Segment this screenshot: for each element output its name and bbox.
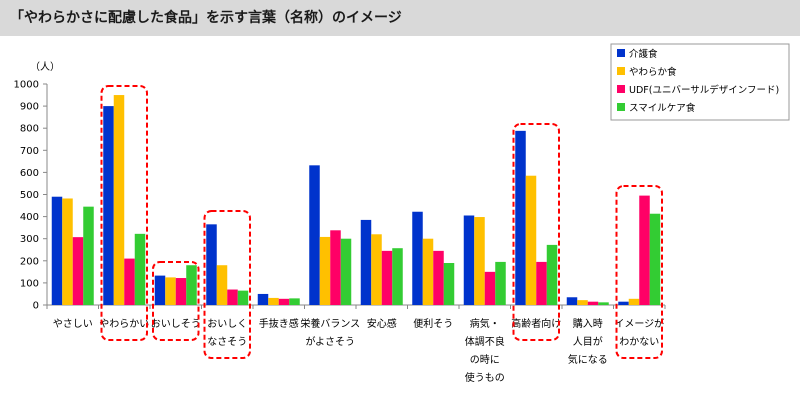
x-tick-label: 病気・	[470, 317, 500, 330]
x-tick-label: 気になる	[568, 353, 608, 366]
bar	[525, 175, 537, 305]
bar	[371, 234, 382, 305]
bar	[536, 261, 547, 305]
y-tick-label: 0	[33, 301, 39, 312]
y-tick-label: 300	[20, 234, 39, 245]
x-tick-label: 便利そう	[413, 317, 453, 330]
bar	[474, 217, 485, 305]
bar	[618, 301, 629, 305]
bar	[237, 290, 249, 305]
x-tick-label: やさしい	[53, 318, 93, 330]
bar	[649, 213, 661, 305]
x-tick-label: 手抜き感	[259, 317, 299, 330]
bar	[412, 211, 423, 305]
legend-swatch	[617, 85, 625, 93]
legend-label: 介護食	[629, 48, 658, 60]
y-tick-label: 600	[20, 168, 39, 179]
bar	[433, 250, 444, 305]
bar	[639, 195, 650, 305]
x-tick-label: 高齢者向け	[511, 317, 561, 330]
y-axis-unit-label: （人）	[30, 61, 60, 73]
title-bar: 「やわらかさに配慮した食品」を示す言葉（名称）のイメージ	[0, 0, 800, 36]
x-tick-label: イメージが	[614, 317, 664, 330]
y-tick-label: 900	[20, 102, 39, 113]
legend-label: UDF(ユニバーサルデザインフード)	[629, 84, 779, 96]
legend-swatch	[617, 49, 625, 57]
x-tick-label: なさそう	[207, 336, 247, 348]
y-tick-label: 100	[20, 278, 39, 289]
y-tick-label: 700	[20, 146, 39, 157]
bar	[216, 265, 228, 305]
highlight-box	[203, 210, 251, 359]
x-tick-label: おいしく	[207, 318, 247, 330]
bar	[566, 297, 578, 305]
bar	[577, 300, 588, 305]
bar	[392, 248, 403, 305]
bar	[319, 236, 331, 305]
bar	[484, 271, 496, 305]
x-tick-label: 安心感	[367, 317, 397, 330]
bar	[330, 230, 341, 305]
bar	[381, 250, 393, 305]
x-tick-label: わかない	[619, 336, 659, 348]
bar	[598, 302, 609, 305]
bar	[340, 238, 352, 305]
bar	[206, 224, 217, 305]
bar	[62, 198, 73, 305]
x-tick-label: 購入時	[573, 317, 603, 330]
legend-box	[610, 43, 790, 121]
bar	[515, 130, 526, 305]
bar	[134, 233, 146, 305]
bar	[83, 206, 94, 305]
x-tick-label: がよさそう	[306, 335, 356, 348]
bar	[463, 215, 475, 305]
chart-title: 「やわらかさに配慮した食品」を示す言葉（名称）のイメージ	[10, 10, 402, 26]
legend-swatch	[617, 103, 625, 111]
bar	[268, 297, 279, 305]
x-tick-label: の時に	[470, 354, 500, 366]
x-tick-label: おいしそう	[151, 318, 201, 330]
bar	[360, 219, 372, 305]
bar	[103, 106, 114, 305]
bar	[227, 289, 238, 305]
bar	[289, 298, 300, 305]
x-tick-label: 人目が	[573, 335, 603, 348]
bar	[628, 298, 640, 305]
x-tick-label: やわらかい	[99, 318, 149, 330]
y-tick-label: 400	[20, 212, 39, 223]
y-tick-label: 200	[20, 256, 39, 267]
x-tick-label: 体調不良	[465, 335, 505, 348]
x-tick-label: 栄養バランス	[300, 317, 360, 330]
bar	[278, 298, 290, 305]
highlight-box	[100, 85, 148, 341]
bar	[51, 196, 63, 305]
legend-label: スマイルケア食	[629, 102, 696, 114]
y-tick-label: 1000	[14, 80, 39, 91]
legend-label: やわらか食	[629, 66, 677, 78]
bar	[124, 258, 135, 305]
bar	[154, 275, 166, 305]
bar	[257, 293, 269, 305]
bar	[495, 261, 506, 305]
bar	[443, 263, 455, 305]
bar	[546, 244, 558, 305]
bar	[587, 301, 599, 305]
bar	[165, 277, 176, 305]
y-tick-label: 500	[20, 190, 39, 201]
legend-swatch	[617, 67, 625, 75]
bar	[175, 278, 187, 305]
y-tick-label: 800	[20, 124, 39, 135]
bar	[422, 238, 434, 305]
bar	[309, 165, 320, 305]
x-tick-label: 使うもの	[465, 371, 505, 384]
bar	[72, 237, 84, 305]
highlight-box	[152, 261, 200, 341]
bar	[186, 265, 197, 305]
highlight-box	[615, 185, 663, 359]
bar	[113, 95, 125, 305]
